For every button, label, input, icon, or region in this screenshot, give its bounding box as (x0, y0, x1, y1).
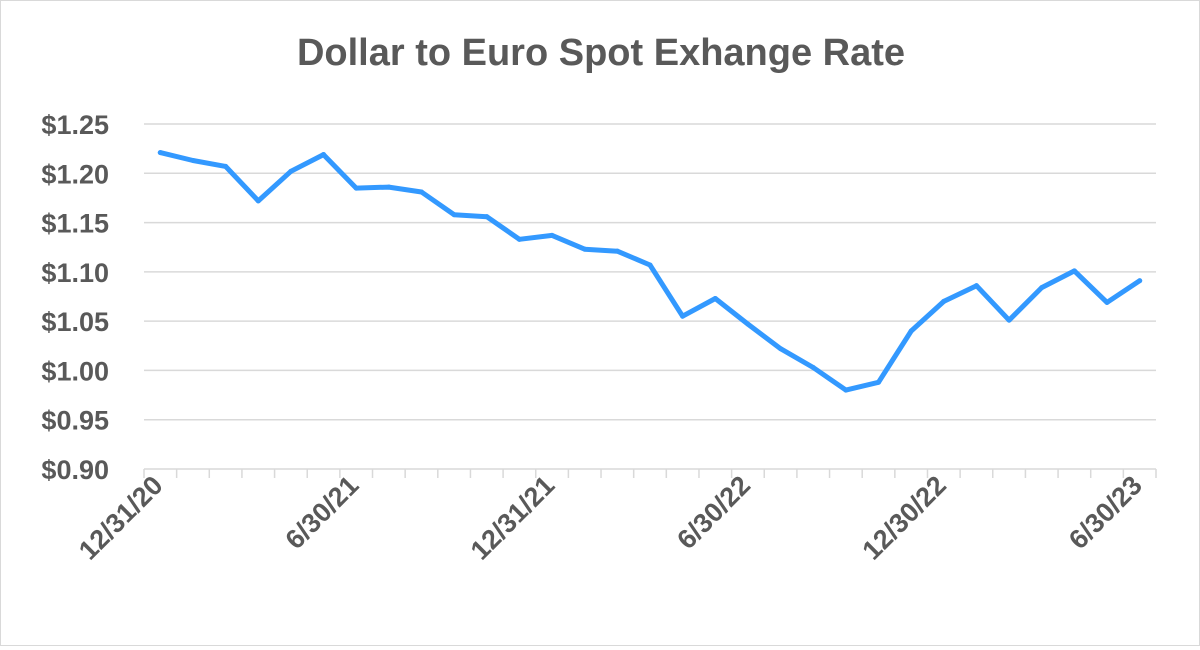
data-point (1104, 299, 1110, 305)
data-point (549, 232, 555, 238)
data-point (418, 189, 424, 195)
data-point (973, 283, 979, 289)
y-tick-label: $1.25 (41, 110, 109, 140)
data-point (778, 346, 784, 352)
data-point (614, 248, 620, 254)
y-tick-label: $1.05 (41, 307, 109, 337)
data-point (941, 298, 947, 304)
y-tick-label: $0.90 (41, 455, 109, 485)
data-point (582, 246, 588, 252)
y-tick-label: $0.95 (41, 406, 109, 436)
x-tick-label: 12/30/22 (857, 470, 953, 566)
data-point (810, 364, 816, 370)
series-group (157, 150, 1143, 393)
data-point (451, 212, 457, 218)
data-point (223, 163, 229, 169)
data-point (386, 184, 392, 190)
y-tick-label: $1.15 (41, 209, 109, 239)
data-point (843, 387, 849, 393)
x-tick-label: 6/30/23 (1063, 470, 1148, 555)
data-point (712, 295, 718, 301)
y-tick-label: $1.20 (41, 159, 109, 189)
data-point (876, 379, 882, 385)
data-point (157, 150, 163, 156)
data-point (353, 185, 359, 191)
data-point (647, 262, 653, 268)
gridlines (144, 123, 1156, 421)
data-point (1137, 278, 1143, 284)
data-point (484, 214, 490, 220)
y-axis: $0.90 $0.95 $1.00 $1.05 $1.10 $1.15 $1.20 $1.25 (41, 110, 109, 485)
data-point (908, 328, 914, 334)
y-tick-label: $1.00 (41, 356, 109, 386)
x-tick-label: 12/31/21 (465, 470, 561, 566)
y-tick-label: $1.10 (41, 258, 109, 288)
data-point (288, 168, 294, 174)
data-point (1006, 317, 1012, 323)
data-point (321, 152, 327, 158)
data-point (745, 321, 751, 327)
data-point (190, 157, 196, 163)
data-point (516, 236, 522, 242)
x-tick-label: 6/30/22 (671, 470, 756, 555)
x-tick-label: 6/30/21 (280, 470, 365, 555)
data-point (1039, 285, 1045, 291)
chart-title: Dollar to Euro Spot Exhange Rate (297, 32, 905, 74)
x-axis: 12/31/20 6/30/21 12/31/21 6/30/22 12/30/22 6/… (73, 468, 1157, 566)
data-point (1071, 268, 1077, 274)
data-point (680, 313, 686, 319)
data-point (255, 198, 261, 204)
